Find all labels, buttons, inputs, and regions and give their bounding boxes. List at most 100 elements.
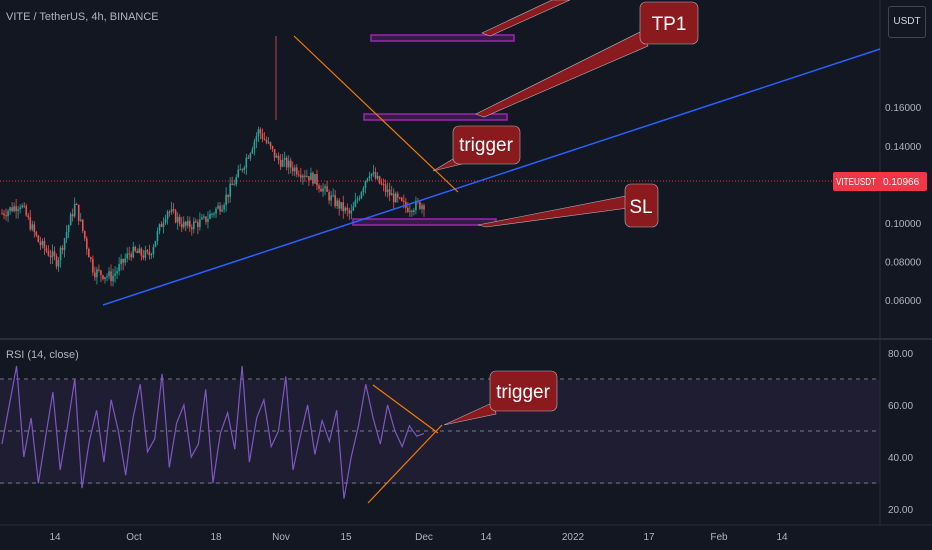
candle-body: [289, 160, 292, 168]
candle-body: [162, 222, 165, 227]
ascending-trendline[interactable]: [102, 48, 881, 306]
candle-body: [205, 216, 207, 223]
price-tick-label: 0.14000: [885, 142, 922, 153]
rsi-wedge-upper-line[interactable]: [372, 384, 439, 434]
candle-body: [358, 198, 361, 200]
time-tick-label: Feb: [710, 532, 728, 543]
candle-body: [164, 218, 167, 223]
rsi-level-lines: [0, 378, 880, 484]
time-tick-label: 2022: [562, 532, 585, 543]
candle-body: [239, 169, 242, 171]
candle-body: [366, 178, 369, 182]
candle-body: [388, 189, 391, 196]
candle-body: [67, 225, 70, 232]
candle-body: [308, 176, 310, 181]
callout-label-trigger-price: trigger: [459, 135, 514, 156]
candle-body: [178, 216, 181, 224]
candle-body: [233, 184, 236, 186]
rsi-tick-label: 20.00: [888, 505, 913, 516]
candle-body: [312, 172, 314, 184]
candle-body: [409, 210, 411, 212]
candle-body: [75, 204, 78, 206]
candle-body: [225, 194, 227, 206]
candle-body: [263, 138, 266, 140]
candle-body: [255, 136, 258, 142]
candle-body: [21, 205, 23, 208]
candle-body: [316, 174, 318, 186]
candle-body: [15, 206, 17, 212]
candle-body: [88, 248, 90, 258]
callout-box-trigger-price[interactable]: [452, 125, 521, 165]
candle-body: [112, 275, 114, 282]
candle-body: [382, 183, 385, 185]
candle-body: [330, 195, 332, 201]
current-price-label-bg: [833, 172, 927, 191]
zone-tp1: [363, 113, 508, 121]
rsi-band: [0, 380, 880, 484]
unit-button[interactable]: USDT: [888, 6, 926, 38]
candle-body: [364, 181, 367, 189]
candle-body: [201, 217, 203, 220]
candle-body: [156, 231, 159, 241]
candle-body: [257, 129, 260, 137]
rsi-wedge-lower-line[interactable]: [367, 424, 443, 504]
current-price-value: 0.10966: [883, 177, 920, 188]
candle-body: [207, 218, 209, 223]
candle-body: [184, 221, 187, 226]
candle-body: [150, 253, 153, 256]
candle-body: [217, 205, 219, 209]
candle-body: [423, 205, 425, 210]
candle-body: [302, 175, 304, 178]
candle-body: [116, 271, 118, 274]
candle-body: [146, 250, 149, 252]
callout-box-trigger-rsi[interactable]: [489, 370, 558, 412]
candle-body: [29, 217, 32, 230]
candle-body: [398, 197, 401, 199]
callout-box-sl[interactable]: [624, 183, 659, 228]
callout-pointer-top: [481, 0, 571, 37]
callout-label-sl: SL: [629, 197, 652, 218]
candle-body: [61, 247, 64, 250]
candle-body: [306, 176, 308, 178]
callout-box-tp1[interactable]: [639, 1, 699, 45]
descending-resistance-line[interactable]: [293, 35, 459, 193]
candle-body: [243, 167, 246, 170]
candle-body: [37, 235, 40, 243]
candle-body: [298, 174, 300, 176]
candle-body: [265, 139, 268, 143]
candle-body: [132, 246, 135, 258]
time-tick-label: Oct: [126, 532, 142, 543]
candle-body: [81, 219, 84, 231]
candle-body: [31, 224, 34, 230]
candle-body: [94, 272, 96, 278]
time-tick-label: 14: [480, 532, 492, 543]
candle-body: [3, 213, 5, 216]
candle-body: [235, 177, 238, 185]
candle-body: [152, 246, 155, 254]
symbol-title: VITE / TetherUS, 4h, BINANCE: [6, 11, 159, 23]
candle-body: [27, 215, 30, 218]
candle-body: [326, 186, 328, 192]
candle-body: [79, 219, 82, 221]
candle-body: [372, 172, 375, 174]
candle-body: [136, 250, 139, 254]
candle-body: [237, 169, 240, 178]
candle-body: [259, 129, 262, 134]
candle-body: [86, 238, 88, 249]
candle-body: [271, 146, 274, 149]
candle-body: [51, 251, 54, 258]
candle-body: [356, 199, 359, 201]
candle-body: [106, 276, 108, 278]
candle-body: [281, 159, 284, 167]
candle-body: [324, 186, 326, 189]
candle-body: [261, 133, 264, 139]
candle-body: [1, 213, 3, 215]
candle-body: [166, 211, 169, 219]
price-tick-label: 0.16000: [885, 103, 922, 114]
candle-body: [73, 204, 76, 217]
candle-body: [5, 215, 7, 217]
candle-body: [283, 157, 286, 160]
candle-body: [384, 184, 387, 192]
candle-body: [285, 157, 288, 168]
